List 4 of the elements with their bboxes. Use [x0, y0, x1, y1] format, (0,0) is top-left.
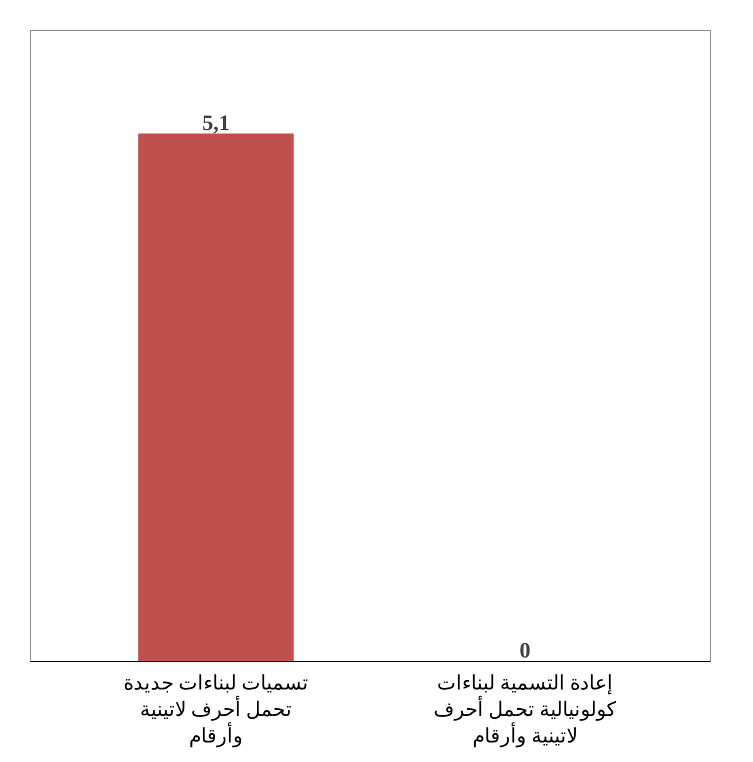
x-tick-label: إعادة التسمية لبناءات كولونيالية تحمل أحرف لاتينية وأرقام: [434, 672, 617, 748]
data-label: 5,1: [202, 110, 230, 135]
data-label: 0: [520, 638, 531, 662]
x-tick-label: تسميات لبناءات جديدة تحمل أحرف لاتينية وأرقام: [123, 672, 308, 748]
